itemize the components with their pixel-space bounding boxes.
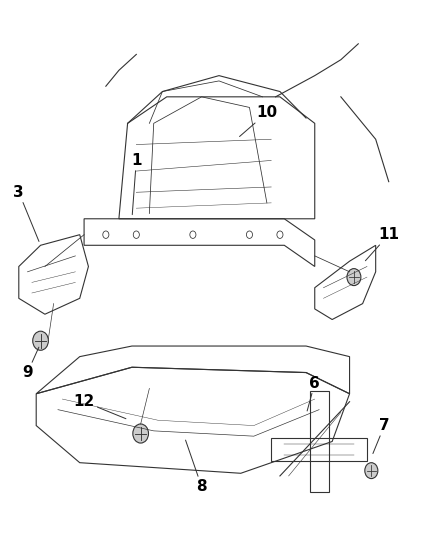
Text: 7: 7 <box>373 418 390 454</box>
Text: 6: 6 <box>307 376 320 411</box>
Text: 3: 3 <box>14 185 39 241</box>
Text: 8: 8 <box>186 440 207 494</box>
Text: 1: 1 <box>131 153 141 215</box>
Text: 9: 9 <box>22 347 39 380</box>
Text: 10: 10 <box>240 105 277 136</box>
Text: 11: 11 <box>365 227 399 261</box>
Text: 12: 12 <box>74 394 126 419</box>
Circle shape <box>33 331 48 350</box>
Circle shape <box>365 463 378 479</box>
Circle shape <box>133 424 148 443</box>
Circle shape <box>347 269 361 286</box>
